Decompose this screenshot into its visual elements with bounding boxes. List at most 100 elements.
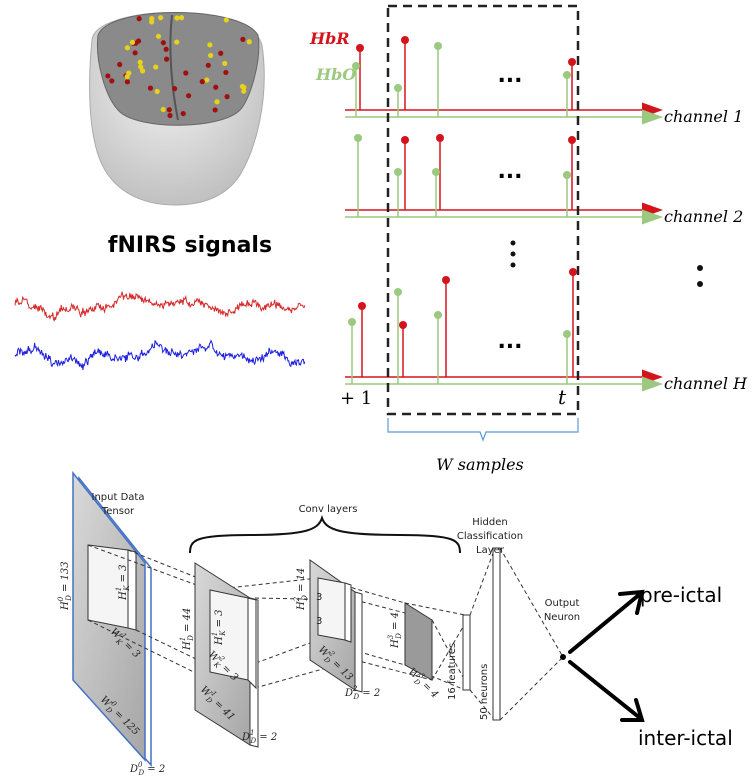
dim-value: = 3 bbox=[118, 564, 129, 585]
electrode bbox=[164, 57, 169, 62]
dimension-label: H3D = 4 bbox=[387, 612, 403, 649]
stem-head bbox=[401, 36, 409, 44]
electrode bbox=[241, 89, 246, 94]
electrode bbox=[153, 64, 158, 69]
electrode bbox=[213, 85, 218, 90]
dim-symbol: H bbox=[60, 601, 71, 611]
output-class: inter-ictal bbox=[638, 726, 733, 750]
dim-symbol: H bbox=[118, 591, 129, 601]
electrode bbox=[109, 78, 114, 83]
electrode bbox=[161, 107, 166, 112]
stem-head bbox=[434, 311, 442, 319]
output-label: Output Neuron bbox=[544, 598, 580, 623]
label-line: Neuron bbox=[544, 612, 580, 623]
hidden-label: HiddenClassificationLayer bbox=[457, 517, 523, 556]
dim-symbol: H bbox=[296, 601, 307, 611]
stem-head bbox=[394, 288, 402, 296]
legend-hbr: HbR bbox=[309, 29, 350, 48]
electrode bbox=[218, 51, 223, 56]
electrode bbox=[156, 34, 161, 39]
stem-head bbox=[563, 71, 571, 79]
stem-head bbox=[563, 171, 571, 179]
stem-head bbox=[394, 84, 402, 92]
channel-label: channel 2 bbox=[664, 207, 743, 226]
window-brace bbox=[388, 418, 578, 440]
legend-hbo: HbO bbox=[315, 65, 356, 84]
electrode bbox=[137, 16, 142, 21]
stem-head bbox=[563, 330, 571, 338]
dim-sup: 1 bbox=[250, 729, 254, 737]
electrode bbox=[125, 79, 130, 84]
time-label: + 1 bbox=[340, 388, 372, 409]
electrode bbox=[207, 42, 212, 47]
electrode bbox=[213, 107, 218, 112]
dimension-label: D1D = 2 bbox=[241, 729, 277, 745]
dim-value: = 133 bbox=[60, 561, 71, 595]
stem-head bbox=[434, 42, 442, 50]
electrode bbox=[223, 70, 228, 75]
dim-value: = 4 bbox=[417, 678, 440, 701]
electrode bbox=[214, 99, 219, 104]
dim-value: = 44 bbox=[182, 608, 193, 635]
dimension-label: H1D = 44 bbox=[179, 608, 195, 651]
electrode bbox=[158, 15, 163, 20]
electrode bbox=[224, 94, 229, 99]
electrode bbox=[167, 113, 172, 118]
dim-value: = 4 bbox=[390, 612, 401, 633]
dim-symbol: H bbox=[390, 639, 401, 649]
electrode bbox=[138, 60, 143, 65]
dim-symbol: D bbox=[344, 688, 353, 699]
stem-head bbox=[436, 134, 444, 142]
neurons-label: 50 neurons bbox=[479, 664, 490, 720]
time-label: t bbox=[558, 385, 567, 409]
electrode bbox=[224, 17, 229, 22]
signal-trace bbox=[15, 292, 305, 321]
ellipsis: ... bbox=[497, 63, 522, 88]
conv-label: Conv layers bbox=[299, 504, 358, 515]
stem-head bbox=[568, 136, 576, 144]
electrode bbox=[117, 62, 122, 67]
electrode bbox=[136, 38, 141, 43]
electrode bbox=[174, 15, 179, 20]
dimension-label: H2D = 14 bbox=[293, 568, 309, 611]
stem-head bbox=[394, 168, 402, 176]
dim-symbol: D bbox=[241, 732, 250, 743]
dim-value: = 2 bbox=[359, 688, 380, 699]
electrode bbox=[105, 73, 110, 78]
kernel-dim: 3 bbox=[316, 616, 322, 627]
dim-value: = 14 bbox=[296, 568, 307, 595]
electrode bbox=[247, 39, 252, 44]
electrode bbox=[174, 39, 179, 44]
electrode bbox=[204, 77, 209, 82]
page: fNIRS signals ...channel 1...channel 2..… bbox=[0, 0, 756, 778]
electrode bbox=[186, 93, 191, 98]
electrode bbox=[183, 70, 188, 75]
electrode bbox=[240, 37, 245, 42]
channel-label: channel 1 bbox=[664, 107, 743, 126]
dim-sup: 2 bbox=[293, 596, 301, 602]
ellipsis: ... bbox=[497, 329, 522, 354]
head-model bbox=[90, 13, 265, 206]
stem-head bbox=[399, 321, 407, 329]
label-line: Output bbox=[545, 598, 580, 609]
figure: fNIRS signals ...channel 1...channel 2..… bbox=[0, 0, 756, 778]
dim-sup: 2 bbox=[352, 685, 358, 693]
dim-value: = 2 bbox=[256, 732, 277, 743]
label-line: Tensor bbox=[101, 506, 135, 517]
electrode bbox=[222, 61, 227, 66]
electrode bbox=[161, 40, 166, 45]
electrode bbox=[181, 111, 186, 116]
electrode bbox=[148, 86, 153, 91]
vertical-ellipsis bbox=[511, 241, 704, 288]
window-label: W samples bbox=[436, 455, 524, 474]
electrode bbox=[133, 50, 138, 55]
stem-head bbox=[442, 276, 450, 284]
dim-value: = 3 bbox=[214, 609, 225, 630]
channel-label: channel H bbox=[664, 374, 748, 393]
stem-head bbox=[356, 44, 364, 52]
electrode bbox=[167, 107, 172, 112]
ellipsis: ... bbox=[497, 159, 522, 184]
stem-head bbox=[569, 268, 577, 276]
electrode bbox=[125, 45, 130, 50]
